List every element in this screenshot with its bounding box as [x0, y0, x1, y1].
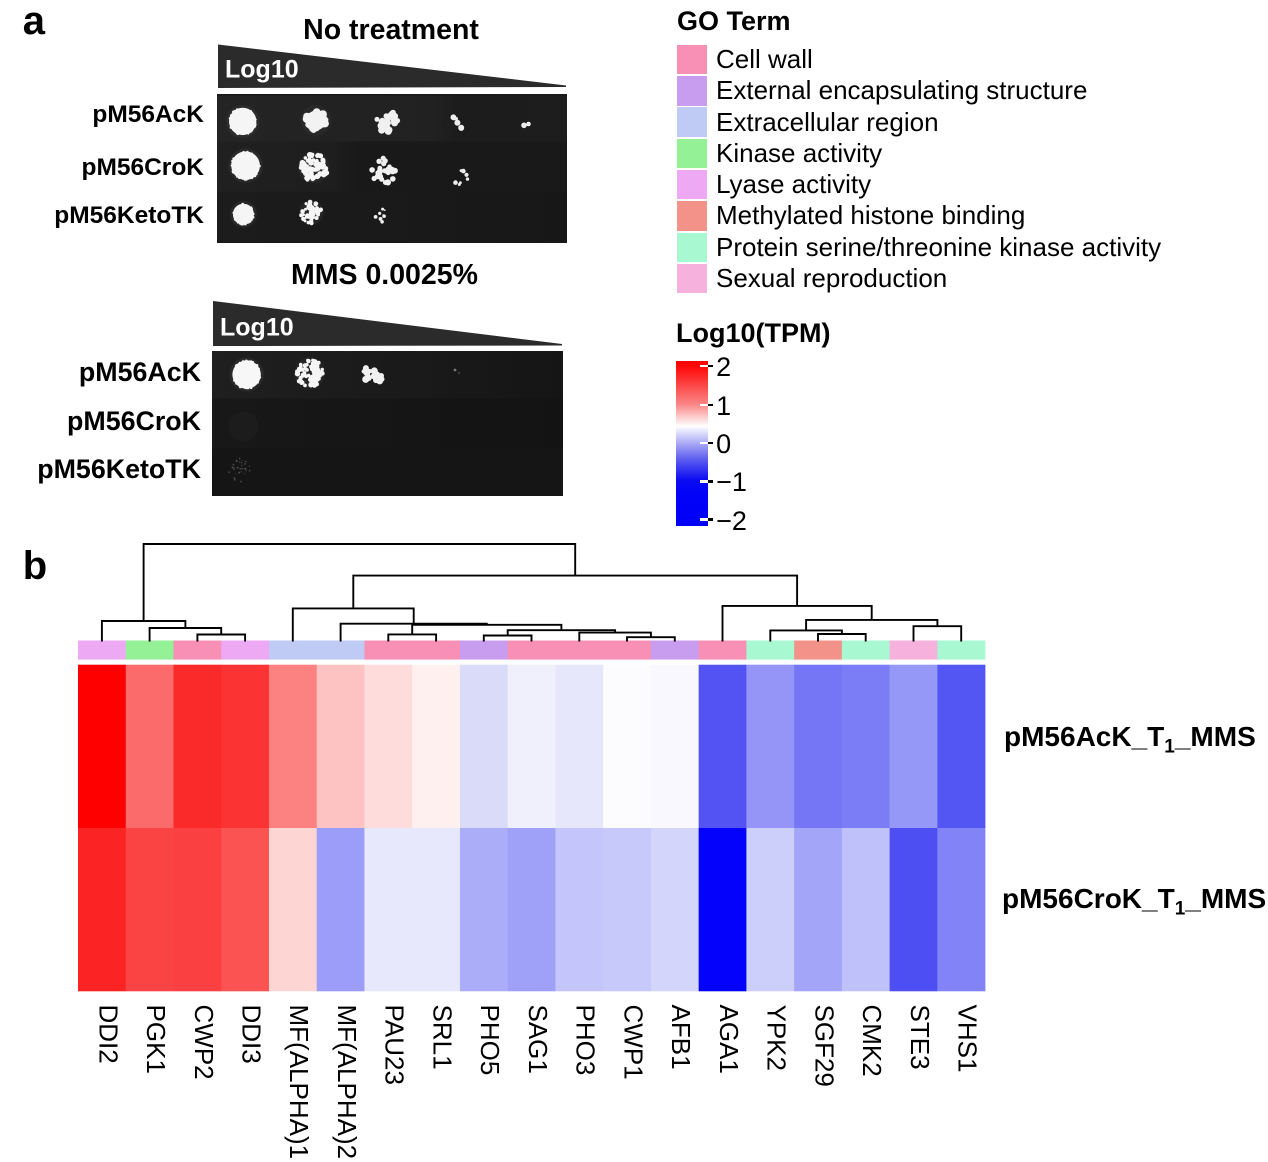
- svg-text:MF(ALPHA)2: MF(ALPHA)2: [332, 1005, 362, 1160]
- svg-text:MF(ALPHA)1: MF(ALPHA)1: [284, 1005, 314, 1160]
- svg-text:CWP2: CWP2: [189, 1005, 219, 1080]
- svg-text:SRL1: SRL1: [428, 1005, 458, 1070]
- svg-text:SGF29: SGF29: [809, 1005, 839, 1087]
- svg-text:YPK2: YPK2: [762, 1005, 792, 1072]
- svg-text:AGA1: AGA1: [714, 1005, 744, 1074]
- svg-text:STE3: STE3: [905, 1005, 935, 1070]
- svg-text:PAU23: PAU23: [380, 1005, 410, 1085]
- svg-text:VHS1: VHS1: [953, 1005, 983, 1073]
- svg-text:CWP1: CWP1: [618, 1005, 648, 1080]
- svg-text:SAG1: SAG1: [523, 1005, 553, 1074]
- svg-text:AFB1: AFB1: [666, 1005, 696, 1070]
- svg-text:CMK2: CMK2: [857, 1005, 887, 1077]
- svg-text:PHO3: PHO3: [571, 1005, 601, 1076]
- svg-text:PHO5: PHO5: [475, 1005, 505, 1076]
- svg-text:PGK1: PGK1: [141, 1005, 171, 1074]
- svg-text:Log10: Log10: [220, 314, 294, 342]
- svg-text:Log10: Log10: [225, 56, 299, 84]
- svg-text:DDI2: DDI2: [93, 1005, 123, 1064]
- svg-text:DDI3: DDI3: [237, 1005, 267, 1064]
